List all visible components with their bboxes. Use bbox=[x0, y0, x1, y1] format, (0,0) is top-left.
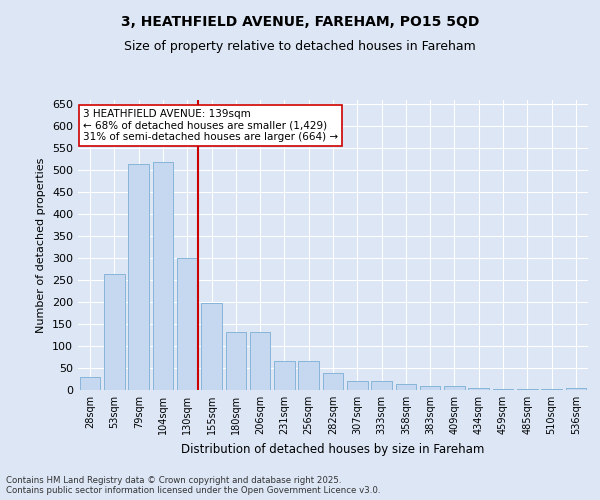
Y-axis label: Number of detached properties: Number of detached properties bbox=[37, 158, 46, 332]
Bar bbox=[469, 388, 489, 390]
Bar bbox=[152, 162, 173, 390]
Bar bbox=[541, 389, 562, 390]
Bar bbox=[371, 381, 392, 390]
Bar bbox=[517, 389, 538, 390]
Bar bbox=[566, 388, 586, 390]
Bar bbox=[347, 381, 368, 390]
Bar bbox=[323, 374, 343, 390]
Bar bbox=[80, 377, 100, 390]
Bar bbox=[226, 332, 246, 390]
X-axis label: Distribution of detached houses by size in Fareham: Distribution of detached houses by size … bbox=[181, 442, 485, 456]
Bar bbox=[274, 360, 295, 390]
Bar bbox=[420, 386, 440, 390]
Bar bbox=[395, 384, 416, 390]
Bar bbox=[250, 332, 271, 390]
Bar bbox=[177, 258, 197, 390]
Bar bbox=[444, 386, 465, 390]
Bar bbox=[104, 274, 125, 390]
Text: 3, HEATHFIELD AVENUE, FAREHAM, PO15 5QD: 3, HEATHFIELD AVENUE, FAREHAM, PO15 5QD bbox=[121, 15, 479, 29]
Bar bbox=[493, 389, 514, 390]
Bar bbox=[128, 164, 149, 390]
Text: Contains HM Land Registry data © Crown copyright and database right 2025.
Contai: Contains HM Land Registry data © Crown c… bbox=[6, 476, 380, 495]
Bar bbox=[298, 360, 319, 390]
Bar bbox=[201, 303, 222, 390]
Text: Size of property relative to detached houses in Fareham: Size of property relative to detached ho… bbox=[124, 40, 476, 53]
Text: 3 HEATHFIELD AVENUE: 139sqm
← 68% of detached houses are smaller (1,429)
31% of : 3 HEATHFIELD AVENUE: 139sqm ← 68% of det… bbox=[83, 108, 338, 142]
